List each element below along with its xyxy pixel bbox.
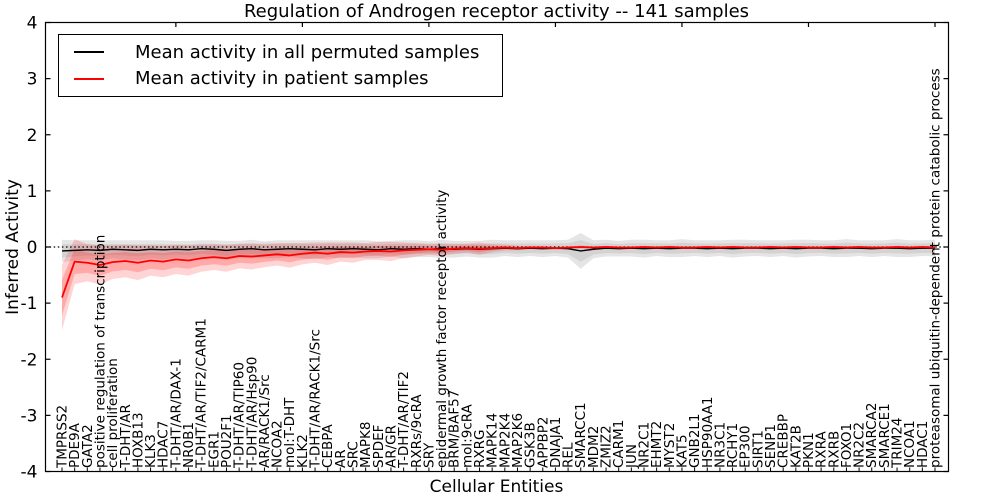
x-category-label: TRIM24 — [890, 418, 906, 469]
x-category-label: FOXO1 — [839, 423, 855, 468]
x-category-label: NR0B1 — [181, 422, 197, 468]
y-tick-label: 2 — [27, 126, 38, 146]
x-category-label: AR/GR — [383, 425, 399, 468]
x-category-label: MAPK8 — [358, 422, 374, 468]
y-axis-label: Inferred Activity — [3, 179, 23, 315]
x-category-label: HSP90AA1 — [700, 397, 716, 468]
x-category-label: RXRs/9cRA — [409, 394, 425, 468]
patient-band-outer — [62, 239, 935, 331]
x-category-label: JUN — [624, 444, 640, 469]
patient-band-inner — [62, 245, 935, 316]
x-category-label: ZMIZ2 — [599, 425, 615, 468]
x-category-label: KAT5 — [674, 434, 690, 468]
x-category-label: KAT2B — [788, 425, 804, 468]
x-category-label: T-DHT/AR/DAX-1 — [168, 358, 184, 469]
x-category-label: SPDEF — [371, 425, 387, 468]
legend-item-permuted: Mean activity in all permuted samples — [59, 39, 502, 66]
x-category-label: T-DHT/AR/Hsp90 — [244, 357, 260, 469]
x-category-label: mol:9cRA — [459, 403, 475, 468]
x-category-label: HOXB13 — [130, 412, 146, 468]
x-category-label: DNAJA1 — [548, 417, 564, 468]
legend-label-patient: Mean activity in patient samples — [135, 68, 429, 90]
x-category-label: EHMT2 — [649, 421, 665, 468]
x-category-label: BRM/BAF57 — [447, 390, 463, 468]
x-category-label: T-DHT/AR/TIF2 — [396, 371, 412, 469]
x-category-label: epidermal growth factor receptor activit… — [434, 190, 450, 468]
x-category-label: CARM1 — [611, 420, 627, 468]
x-category-label: EP300 — [738, 426, 754, 468]
x-category-label: PKN1 — [801, 432, 817, 468]
x-category-label: SRC — [346, 441, 362, 468]
legend: Mean activity in all permuted samples Me… — [58, 34, 503, 97]
x-category-label: MAPK14 — [485, 413, 501, 468]
x-category-label: NR3C1 — [712, 422, 728, 468]
x-category-label: EGR1 — [206, 431, 222, 468]
x-category-label: HDAC7 — [156, 421, 172, 468]
x-category-label: GATA2 — [80, 424, 96, 468]
y-tick-label: 0 — [27, 238, 38, 258]
x-category-label: positive regulation of transcription — [92, 235, 108, 468]
x-category-label: MAP2K6 — [510, 413, 526, 468]
x-category-label: SIRT1 — [750, 430, 766, 468]
x-category-label: SMARCE1 — [877, 403, 893, 468]
x-category-label: MYST2 — [662, 423, 678, 468]
legend-line-sample-patient — [74, 77, 104, 80]
x-category-label: RCHY1 — [725, 423, 741, 468]
x-category-label: CEBPA — [320, 424, 336, 468]
x-category-label: KLK3 — [143, 434, 159, 468]
x-category-label: proteasomal ubiquitin-dependent protein … — [928, 68, 944, 468]
x-category-label: REL — [561, 442, 577, 468]
x-category-label: RXRB — [826, 431, 842, 468]
x-category-label: SMARCA2 — [864, 403, 880, 468]
x-category-label: GSK3B — [523, 422, 539, 468]
x-category-label: NCOA2 — [270, 420, 286, 468]
y-tick-label: 3 — [27, 70, 38, 90]
x-category-label: T-DHT/AR/RACK1/Src — [308, 329, 324, 469]
x-category-label: KLK2 — [295, 434, 311, 468]
x-category-label: AR/RACK1/Src — [257, 374, 273, 468]
x-axis-label: Cellular Entities — [429, 477, 564, 497]
x-category-label: NR2C1 — [637, 422, 653, 468]
x-category-label: NCOA1 — [902, 420, 918, 468]
x-category-label: PDE9A — [67, 422, 83, 468]
x-category-label: CREBBP — [776, 414, 792, 468]
y-tick-label: -3 — [21, 406, 38, 426]
x-category-label: SMARCC1 — [573, 402, 589, 468]
x-category-label: NR2C2 — [852, 422, 868, 468]
x-category-label: HDAC1 — [915, 421, 931, 468]
permuted-band-inner — [62, 240, 935, 262]
y-tick-label: -2 — [21, 350, 38, 370]
x-category-label: cell proliferation — [105, 358, 121, 468]
y-tick-label: 1 — [27, 182, 38, 202]
legend-line-sample-permuted — [74, 51, 104, 54]
y-tick-label: -4 — [21, 463, 38, 483]
x-category-label: RXRG — [472, 430, 488, 468]
x-category-label: AR — [333, 449, 349, 468]
y-tick-label: -1 — [21, 294, 38, 314]
y-tick-label: 4 — [27, 14, 38, 34]
x-category-label: mol:T-DHT — [282, 397, 298, 468]
x-category-label: TMPRSS2 — [55, 405, 71, 469]
x-category-label: MDM2 — [586, 426, 602, 468]
chart-title: Regulation of Androgen receptor activity… — [243, 1, 750, 22]
x-category-label: SRY — [421, 442, 437, 468]
legend-label-permuted: Mean activity in all permuted samples — [135, 41, 480, 63]
x-category-label: T-DHT/AR/TIF2/CARM1 — [194, 318, 210, 469]
x-category-label: T-DHT/AR — [118, 404, 134, 469]
legend-item-patient: Mean activity in patient samples — [59, 66, 502, 93]
x-category-label: T-DHT/AR/TIP60 — [232, 362, 248, 469]
x-category-label: POU2F1 — [219, 414, 235, 468]
x-category-label: RXRA — [814, 431, 830, 468]
x-category-label: GNB2L1 — [687, 413, 703, 468]
permuted-band-outer — [62, 232, 935, 269]
x-category-label: MAP2K4 — [497, 413, 513, 468]
patient-mean-line — [61, 246, 936, 298]
x-category-label: APPBP2 — [535, 416, 551, 468]
x-category-label: SENP1 — [763, 424, 779, 468]
